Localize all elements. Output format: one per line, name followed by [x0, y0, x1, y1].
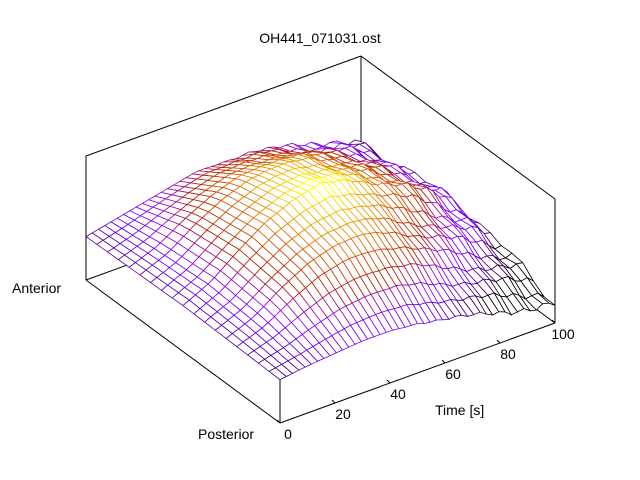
box-edge: [85, 279, 281, 424]
x-tick-mark: [551, 319, 556, 324]
x-tick-mark: [386, 379, 391, 384]
x-axis-label: Time [s]: [435, 402, 485, 418]
x-tick-label: 40: [390, 386, 406, 402]
box-edge: [85, 55, 362, 157]
x-tick-label: 20: [335, 406, 351, 422]
x-tick-label: 0: [284, 426, 292, 442]
x-axis-ticks: [276, 319, 556, 424]
y-min-label: Posterior: [198, 426, 255, 442]
box-edge: [279, 322, 556, 424]
x-tick-mark: [331, 399, 336, 404]
x-tick-label: 100: [551, 326, 575, 342]
x-tick-label: 60: [445, 366, 461, 382]
chart-title: OH441_071031.ost: [259, 30, 381, 46]
y-max-label: Anterior: [12, 280, 62, 296]
box-edge: [360, 55, 556, 200]
surface-mesh: [85, 139, 556, 381]
x-tick-label: 80: [500, 346, 516, 362]
x-tick-mark: [496, 339, 501, 344]
x-tick-mark: [276, 419, 281, 424]
x-tick-mark: [441, 359, 446, 364]
surface-cell: [268, 367, 288, 381]
